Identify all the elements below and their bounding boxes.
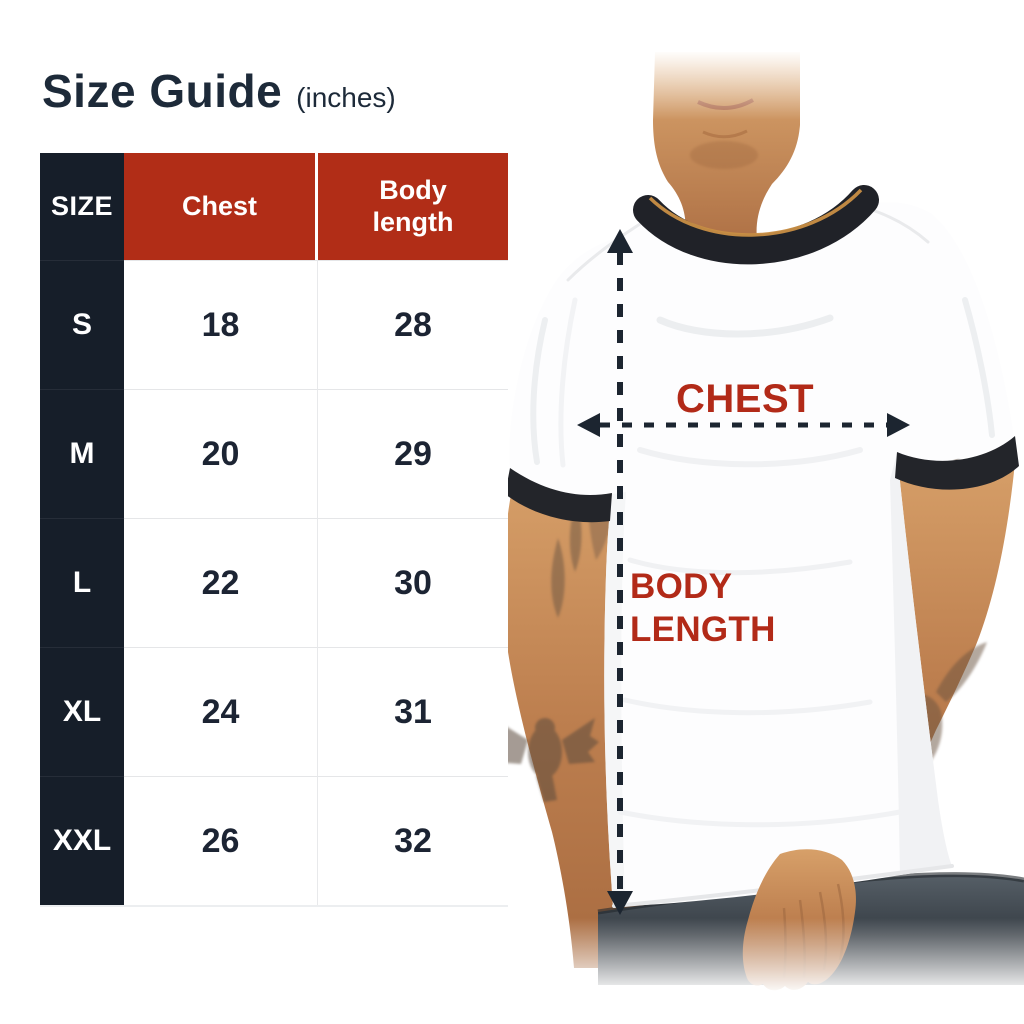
collar-piping [648, 188, 863, 237]
size-cell: M [40, 389, 124, 518]
body-length-cell: 32 [318, 776, 508, 905]
shirt-wrinkles [530, 206, 995, 908]
right-sleeve-band [895, 436, 1019, 490]
chest-measure-arrow [577, 413, 910, 437]
body-length-measure-arrow [607, 229, 633, 915]
page-title: Size Guide (inches) [42, 64, 396, 118]
body-length-cell: 29 [318, 389, 508, 518]
collar [633, 185, 879, 265]
column-header-chest: Chest [124, 153, 318, 260]
left-sleeve-band [505, 468, 612, 523]
body-length-cell: 31 [318, 647, 508, 776]
chin-crease [702, 129, 748, 139]
body-length-cell: 30 [318, 518, 508, 647]
size-cell: L [40, 518, 124, 647]
size-table: SIZE Chest Body length S 18 28 M 20 29 L… [40, 153, 508, 907]
chest-cell: 24 [124, 647, 318, 776]
size-cell: XL [40, 647, 124, 776]
column-header-body-length: Body length [318, 153, 508, 260]
chest-cell: 20 [124, 389, 318, 518]
chest-annotation-label: CHEST [676, 377, 815, 421]
body-length-cell: 28 [318, 260, 508, 389]
page-title-text: Size Guide [42, 65, 283, 117]
body-length-annotation-label: BODY LENGTH [630, 567, 776, 649]
bottom-fade-overlay [492, 918, 1024, 1024]
size-cell: S [40, 260, 124, 389]
page-title-unit: (inches) [296, 82, 396, 113]
chest-cell: 18 [124, 260, 318, 389]
column-header-size: SIZE [40, 153, 124, 260]
size-cell: XXL [40, 776, 124, 905]
chest-cell: 22 [124, 518, 318, 647]
face-fade-overlay [606, 0, 866, 120]
chest-cell: 26 [124, 776, 318, 905]
